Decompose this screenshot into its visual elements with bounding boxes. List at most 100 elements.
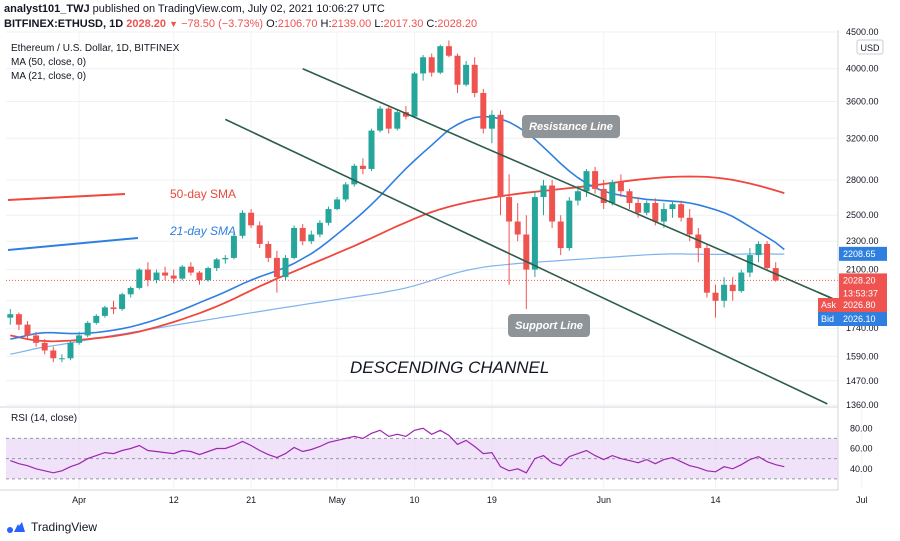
candle[interactable] (531, 191, 538, 278)
candle[interactable] (359, 158, 366, 175)
candle[interactable] (506, 174, 513, 285)
candle[interactable] (67, 340, 74, 361)
candle[interactable] (110, 300, 117, 315)
candle[interactable] (721, 277, 728, 308)
candle[interactable] (772, 262, 779, 282)
candle[interactable] (170, 269, 177, 284)
drawings[interactable] (7, 67, 900, 405)
low-value: 2017.30 (383, 18, 424, 30)
candle[interactable] (351, 163, 358, 187)
candle[interactable] (463, 61, 470, 87)
candle[interactable] (33, 331, 40, 347)
candle[interactable] (230, 233, 237, 260)
candle[interactable] (557, 215, 564, 256)
candle[interactable] (153, 269, 160, 284)
candle[interactable] (480, 88, 487, 134)
candle[interactable] (119, 292, 126, 311)
candle[interactable] (411, 71, 418, 118)
candle[interactable] (678, 200, 685, 222)
candle[interactable] (187, 262, 194, 276)
candle[interactable] (626, 188, 633, 210)
candle[interactable] (248, 209, 255, 228)
candle[interactable] (213, 257, 220, 272)
candle[interactable] (325, 206, 332, 226)
candle[interactable] (222, 255, 229, 264)
candle[interactable] (514, 202, 521, 242)
candle[interactable] (566, 197, 573, 251)
candle[interactable] (205, 266, 212, 282)
candle-body (583, 171, 590, 192)
candle[interactable] (712, 284, 719, 318)
bid-tag: Bid 2026.10 (818, 312, 887, 326)
rsi-pane[interactable]: RSI (14, close) 80.00 60.00 40.00 (0, 406, 873, 480)
candle[interactable] (755, 241, 762, 263)
candle[interactable] (600, 179, 607, 210)
candle[interactable] (394, 110, 401, 131)
candle[interactable] (660, 202, 667, 228)
candle[interactable] (15, 312, 22, 330)
resistance-trendline[interactable] (302, 67, 900, 334)
candle[interactable] (308, 230, 315, 244)
open-value: 2106.70 (277, 18, 318, 30)
candle[interactable] (764, 241, 771, 270)
candle[interactable] (368, 128, 375, 172)
candle[interactable] (334, 197, 341, 211)
candle[interactable] (24, 321, 31, 340)
candle[interactable] (385, 106, 392, 134)
candle-body (84, 322, 91, 336)
candle[interactable] (738, 269, 745, 293)
candle[interactable] (445, 40, 452, 58)
candle-body (342, 184, 349, 200)
candle[interactable] (50, 346, 57, 363)
candle[interactable] (488, 110, 495, 144)
candle[interactable] (93, 314, 100, 325)
candle[interactable] (454, 53, 461, 94)
candle[interactable] (256, 221, 263, 249)
candle[interactable] (127, 286, 134, 298)
candles[interactable] (7, 40, 779, 363)
candle[interactable] (497, 110, 504, 216)
candle[interactable] (101, 305, 108, 318)
candle[interactable] (179, 265, 186, 281)
candle[interactable] (729, 277, 736, 301)
candle[interactable] (316, 220, 323, 238)
candle[interactable] (58, 354, 65, 363)
candle[interactable] (471, 57, 478, 98)
candle[interactable] (592, 166, 599, 194)
candle[interactable] (540, 179, 547, 216)
candle[interactable] (695, 227, 702, 263)
candle[interactable] (420, 54, 427, 81)
candle[interactable] (377, 105, 384, 133)
candle[interactable] (342, 182, 349, 202)
candle[interactable] (282, 255, 289, 281)
candle[interactable] (196, 271, 203, 285)
resistance-callout[interactable]: Resistance Line (522, 115, 620, 138)
candle[interactable] (265, 241, 272, 263)
author-name[interactable]: analyst101_TWJ (4, 3, 90, 15)
candle[interactable] (703, 243, 710, 298)
candle[interactable] (162, 266, 169, 281)
candle[interactable] (291, 225, 298, 260)
candle[interactable] (549, 179, 556, 228)
price-scale[interactable]: USD 4500.00 4000.00 3600.00 3200.00 2800.00 2… (818, 27, 900, 490)
candle[interactable] (136, 268, 143, 290)
support-callout[interactable]: Support Line (508, 314, 590, 337)
price-tick-label: 2100.00 (846, 265, 879, 275)
candle[interactable] (239, 210, 246, 239)
candle[interactable] (669, 200, 676, 218)
support-trendline[interactable] (224, 118, 828, 405)
candle[interactable] (617, 174, 624, 198)
candle[interactable] (273, 250, 280, 293)
candle[interactable] (609, 179, 616, 206)
candle[interactable] (76, 331, 83, 345)
candle[interactable] (299, 224, 306, 246)
candle[interactable] (41, 339, 48, 355)
time-axis[interactable]: Apr1221May1019Jun14Jul12 (0, 489, 900, 505)
candle[interactable] (7, 309, 14, 325)
candle[interactable] (428, 53, 435, 77)
candle[interactable] (84, 321, 91, 338)
candle[interactable] (437, 44, 444, 75)
candle[interactable] (643, 200, 650, 216)
candle[interactable] (144, 262, 151, 287)
